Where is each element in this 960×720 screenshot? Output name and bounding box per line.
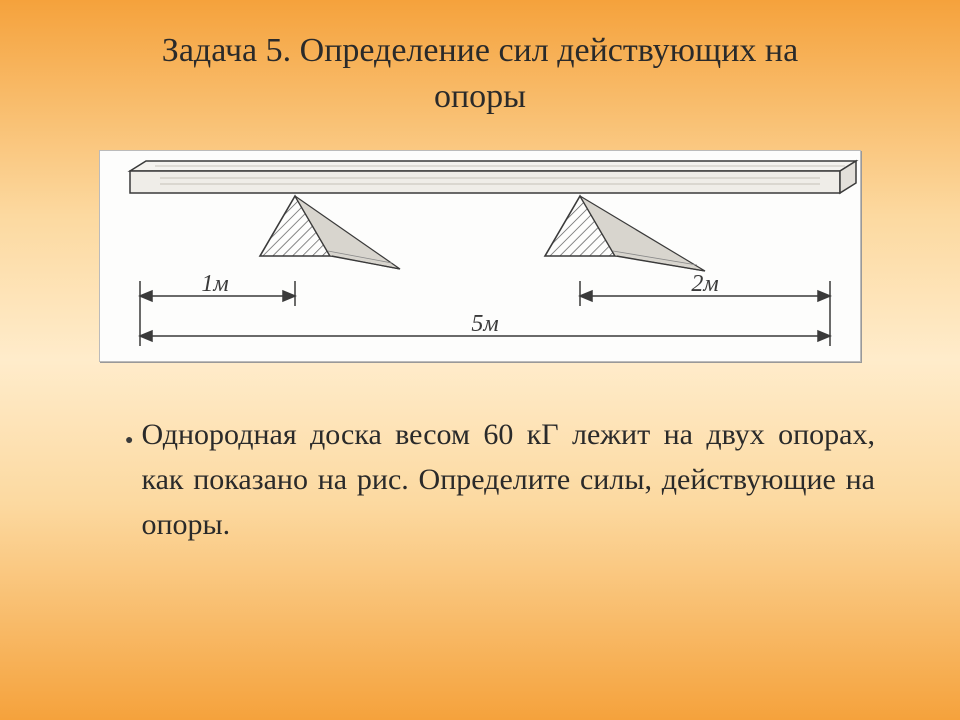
beam-front-face <box>130 171 840 193</box>
slide-root: Задача 5. Определение сил действующих на… <box>0 0 960 720</box>
body-text-block: ● Однородная доска весом 60 кГ лежит на … <box>85 412 875 547</box>
dim-right-label: 2м <box>691 271 718 297</box>
bullet-icon: ● <box>125 430 133 451</box>
left-support <box>260 196 400 269</box>
figure-container: 1м 2м 5м <box>99 150 861 362</box>
title-line-1: Задача 5. Определение сил действующих на <box>60 28 900 74</box>
slide-title: Задача 5. Определение сил действующих на… <box>0 0 960 130</box>
title-line-2: опоры <box>60 74 900 120</box>
beam-diagram: 1м 2м 5м <box>100 151 860 361</box>
problem-statement: Однородная доска весом 60 кГ лежит на дв… <box>141 412 875 547</box>
dim-left-label: 1м <box>201 271 228 297</box>
dim-total-label: 5м <box>471 311 498 337</box>
right-support <box>545 196 705 271</box>
